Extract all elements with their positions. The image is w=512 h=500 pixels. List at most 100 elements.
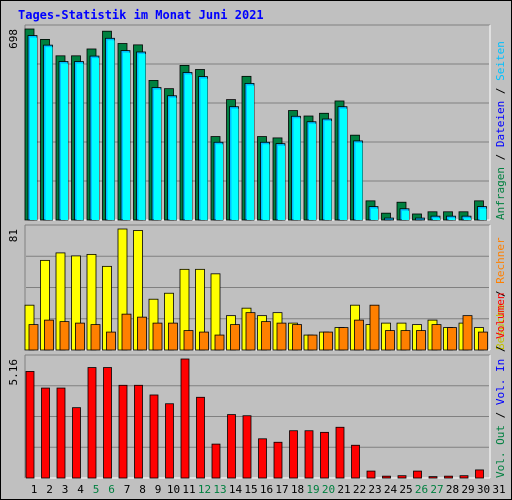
- x-tick-label: 11: [182, 483, 195, 496]
- bar-volumen: [196, 396, 205, 479]
- bar-seiten: [340, 108, 347, 220]
- bar-seiten: [76, 63, 84, 220]
- legend-top: Anfragen / Dateien / Seiten: [494, 41, 507, 220]
- legend-volumen: Volumen: [494, 293, 507, 339]
- chart-panel-1: 698: [7, 24, 491, 221]
- x-tick-label: 28: [446, 483, 459, 496]
- bar-volumen: [335, 426, 345, 479]
- bar-rechner: [230, 324, 240, 351]
- chart-panel-3: 5.16: [7, 354, 491, 479]
- bar-seiten: [30, 37, 37, 220]
- bar-rechner: [338, 327, 349, 351]
- legend-separator: /: [494, 284, 507, 304]
- x-tick-label: 6: [108, 483, 115, 496]
- bar-rechner: [369, 304, 380, 351]
- bar-seiten: [309, 123, 316, 220]
- x-tick-label: 15: [244, 483, 257, 496]
- bar-seiten: [185, 74, 192, 220]
- bar-rechner: [385, 330, 395, 351]
- bar-rechner: [59, 321, 70, 351]
- x-tick-label: 29: [461, 483, 474, 496]
- bar-volumen: [289, 430, 298, 479]
- bar-volumen: [41, 387, 50, 479]
- legend-dateien: Dateien: [494, 101, 507, 147]
- bar-volumen: [25, 371, 35, 479]
- bar-volumen: [180, 358, 190, 479]
- bar-seiten: [479, 208, 487, 220]
- bar-rechner: [307, 334, 318, 351]
- bar-seiten: [247, 85, 254, 220]
- legend-separator: /: [494, 81, 507, 101]
- bar-dateien: [384, 217, 394, 221]
- x-tick-label: 20: [322, 483, 335, 496]
- bar-seiten: [262, 144, 270, 220]
- bar-volumen: [366, 470, 376, 479]
- bar-seiten: [371, 208, 378, 220]
- x-tick-label: 30: [477, 483, 490, 496]
- x-tick-label: 3: [62, 483, 69, 496]
- bar-volumen: [459, 475, 469, 479]
- bar-rechner: [245, 312, 256, 351]
- bar-volumen: [444, 475, 453, 479]
- x-tick-label: 17: [275, 483, 288, 496]
- bar-rechner: [28, 324, 39, 351]
- x-tick-label: 26: [415, 483, 428, 496]
- x-tick-label: 18: [291, 483, 304, 496]
- x-tick-label: 21: [337, 483, 350, 496]
- x-tick-label: 9: [155, 483, 162, 496]
- legend-seiten: Seiten: [494, 41, 507, 81]
- bar-seiten: [433, 218, 440, 220]
- bar-seiten: [216, 144, 223, 220]
- bar-volumen: [320, 431, 329, 479]
- legend-besuche: Besuche: [494, 304, 507, 350]
- bar-seiten: [324, 121, 332, 220]
- bar-volumen: [87, 367, 97, 479]
- bar-volumen: [56, 387, 66, 479]
- legend-rechner: Rechner: [494, 237, 507, 284]
- bar-seiten: [169, 97, 177, 220]
- legend-vol-out: Vol. Out: [494, 425, 507, 478]
- bar-seiten: [293, 118, 301, 220]
- bar-seiten: [278, 145, 285, 220]
- bar-rechner: [168, 322, 178, 351]
- x-tick-label: 24: [384, 483, 398, 496]
- bar-seiten: [107, 40, 115, 220]
- bar-volumen: [149, 394, 159, 479]
- legend-mid: Besuche / Rechner: [494, 237, 507, 350]
- x-tick-label: 8: [139, 483, 146, 496]
- bar-volumen: [304, 430, 314, 479]
- bar-rechner: [354, 319, 364, 351]
- bar-rechner: [323, 331, 333, 351]
- bar-seiten: [61, 63, 68, 220]
- bar-rechner: [462, 315, 473, 351]
- chart-title: Tages-Statistik im Monat Juni 2021: [18, 8, 264, 22]
- bar-rechner: [431, 324, 442, 351]
- legend-separator: /: [494, 339, 507, 359]
- bar-rechner: [261, 321, 271, 351]
- x-tick-label: 2: [46, 483, 53, 496]
- bar-rechner: [106, 331, 116, 351]
- legend-anfragen: Anfragen: [494, 167, 507, 220]
- legend-vol-in: Vol. In: [494, 359, 507, 405]
- x-tick-label: 31: [492, 483, 505, 496]
- x-tick-label: 7: [124, 483, 131, 496]
- y-max-label: 698: [7, 29, 20, 49]
- bar-rechner: [214, 334, 225, 351]
- bar-volumen: [413, 470, 422, 479]
- bar-seiten: [402, 210, 409, 220]
- y-max-label: 5.16: [7, 359, 20, 386]
- bar-seiten: [154, 89, 161, 221]
- bar-volumen: [242, 415, 252, 479]
- bar-volumen: [258, 438, 267, 479]
- x-tick-label: 16: [260, 483, 273, 496]
- x-tick-label: 13: [213, 483, 226, 496]
- legend-separator: /: [494, 405, 507, 425]
- x-tick-label: 22: [353, 483, 366, 496]
- bar-volumen: [211, 443, 221, 479]
- bar-rechner: [276, 322, 287, 351]
- bar-seiten: [45, 47, 53, 220]
- bar-volumen: [227, 414, 236, 479]
- x-tick-label: 25: [399, 483, 412, 496]
- bar-rechner: [121, 313, 132, 351]
